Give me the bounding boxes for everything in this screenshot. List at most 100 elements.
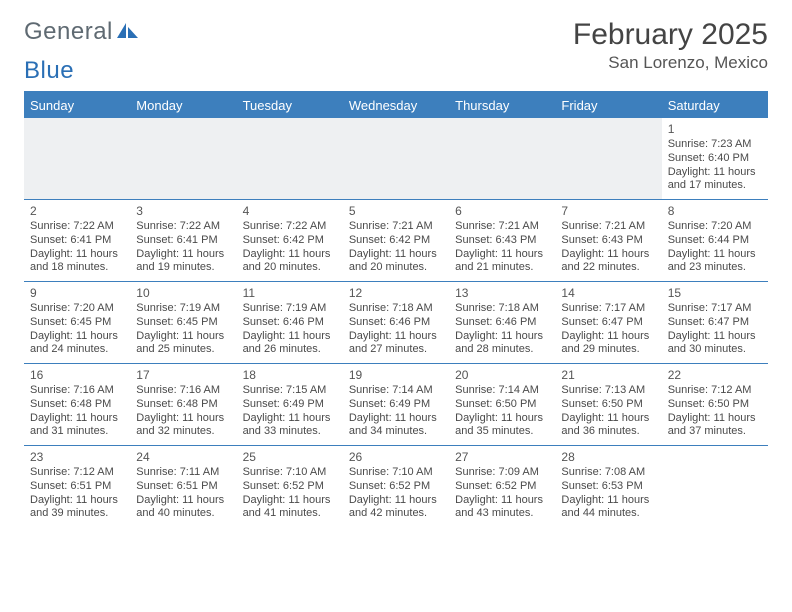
- sunset-text: Sunset: 6:42 PM: [349, 234, 443, 248]
- day-number: 11: [243, 286, 337, 301]
- day-cell: 5Sunrise: 7:21 AMSunset: 6:42 PMDaylight…: [343, 200, 449, 282]
- daylight-text: Daylight: 11 hours and 34 minutes.: [349, 412, 443, 440]
- weekday-monday: Monday: [130, 93, 236, 118]
- sunset-text: Sunset: 6:51 PM: [136, 480, 230, 494]
- day-number: 9: [30, 286, 124, 301]
- sunrise-text: Sunrise: 7:15 AM: [243, 384, 337, 398]
- calendar-header: Sunday Monday Tuesday Wednesday Thursday…: [24, 93, 768, 118]
- day-cell: 28Sunrise: 7:08 AMSunset: 6:53 PMDayligh…: [555, 446, 661, 528]
- sunrise-text: Sunrise: 7:16 AM: [30, 384, 124, 398]
- day-number: 16: [30, 368, 124, 383]
- sunrise-text: Sunrise: 7:10 AM: [243, 466, 337, 480]
- sunrise-text: Sunrise: 7:20 AM: [668, 220, 762, 234]
- day-cell: 20Sunrise: 7:14 AMSunset: 6:50 PMDayligh…: [449, 364, 555, 446]
- week-row: 2Sunrise: 7:22 AMSunset: 6:41 PMDaylight…: [24, 200, 768, 282]
- sunrise-text: Sunrise: 7:10 AM: [349, 466, 443, 480]
- day-cell: [555, 118, 661, 200]
- sunset-text: Sunset: 6:52 PM: [243, 480, 337, 494]
- day-number: 19: [349, 368, 443, 383]
- daylight-text: Daylight: 11 hours and 33 minutes.: [243, 412, 337, 440]
- day-number: 15: [668, 286, 762, 301]
- title-block: February 2025 San Lorenzo, Mexico: [573, 18, 768, 73]
- sunset-text: Sunset: 6:40 PM: [668, 152, 762, 166]
- day-cell: 13Sunrise: 7:18 AMSunset: 6:46 PMDayligh…: [449, 282, 555, 364]
- sunset-text: Sunset: 6:41 PM: [30, 234, 124, 248]
- week-row: 23Sunrise: 7:12 AMSunset: 6:51 PMDayligh…: [24, 446, 768, 528]
- sunset-text: Sunset: 6:48 PM: [30, 398, 124, 412]
- day-cell: 25Sunrise: 7:10 AMSunset: 6:52 PMDayligh…: [237, 446, 343, 528]
- sunrise-text: Sunrise: 7:12 AM: [668, 384, 762, 398]
- day-number: 23: [30, 450, 124, 465]
- day-cell: [449, 118, 555, 200]
- sunrise-text: Sunrise: 7:19 AM: [136, 302, 230, 316]
- day-cell: 10Sunrise: 7:19 AMSunset: 6:45 PMDayligh…: [130, 282, 236, 364]
- weekday-thursday: Thursday: [449, 93, 555, 118]
- day-cell: 17Sunrise: 7:16 AMSunset: 6:48 PMDayligh…: [130, 364, 236, 446]
- day-number: 22: [668, 368, 762, 383]
- day-cell: 19Sunrise: 7:14 AMSunset: 6:49 PMDayligh…: [343, 364, 449, 446]
- location: San Lorenzo, Mexico: [573, 53, 768, 73]
- day-cell: 15Sunrise: 7:17 AMSunset: 6:47 PMDayligh…: [662, 282, 768, 364]
- sunrise-text: Sunrise: 7:19 AM: [243, 302, 337, 316]
- daylight-text: Daylight: 11 hours and 27 minutes.: [349, 330, 443, 358]
- sunrise-text: Sunrise: 7:18 AM: [455, 302, 549, 316]
- day-number: 20: [455, 368, 549, 383]
- day-number: 7: [561, 204, 655, 219]
- sunset-text: Sunset: 6:43 PM: [561, 234, 655, 248]
- logo-text-blue: Blue: [24, 57, 74, 85]
- week-row: 16Sunrise: 7:16 AMSunset: 6:48 PMDayligh…: [24, 364, 768, 446]
- sunset-text: Sunset: 6:44 PM: [668, 234, 762, 248]
- day-cell: 2Sunrise: 7:22 AMSunset: 6:41 PMDaylight…: [24, 200, 130, 282]
- day-cell: 18Sunrise: 7:15 AMSunset: 6:49 PMDayligh…: [237, 364, 343, 446]
- sunset-text: Sunset: 6:53 PM: [561, 480, 655, 494]
- sunrise-text: Sunrise: 7:22 AM: [30, 220, 124, 234]
- day-cell: 24Sunrise: 7:11 AMSunset: 6:51 PMDayligh…: [130, 446, 236, 528]
- sunset-text: Sunset: 6:49 PM: [243, 398, 337, 412]
- daylight-text: Daylight: 11 hours and 32 minutes.: [136, 412, 230, 440]
- sunset-text: Sunset: 6:50 PM: [668, 398, 762, 412]
- daylight-text: Daylight: 11 hours and 19 minutes.: [136, 248, 230, 276]
- sunrise-text: Sunrise: 7:13 AM: [561, 384, 655, 398]
- day-number: 28: [561, 450, 655, 465]
- daylight-text: Daylight: 11 hours and 29 minutes.: [561, 330, 655, 358]
- sunset-text: Sunset: 6:46 PM: [349, 316, 443, 330]
- day-cell: [237, 118, 343, 200]
- daylight-text: Daylight: 11 hours and 43 minutes.: [455, 494, 549, 522]
- sunset-text: Sunset: 6:47 PM: [668, 316, 762, 330]
- day-number: 10: [136, 286, 230, 301]
- day-cell: 12Sunrise: 7:18 AMSunset: 6:46 PMDayligh…: [343, 282, 449, 364]
- daylight-text: Daylight: 11 hours and 24 minutes.: [30, 330, 124, 358]
- weekday-sunday: Sunday: [24, 93, 130, 118]
- sunrise-text: Sunrise: 7:14 AM: [455, 384, 549, 398]
- week-row: 9Sunrise: 7:20 AMSunset: 6:45 PMDaylight…: [24, 282, 768, 364]
- day-cell: 9Sunrise: 7:20 AMSunset: 6:45 PMDaylight…: [24, 282, 130, 364]
- sunrise-text: Sunrise: 7:22 AM: [243, 220, 337, 234]
- daylight-text: Daylight: 11 hours and 37 minutes.: [668, 412, 762, 440]
- day-cell: 8Sunrise: 7:20 AMSunset: 6:44 PMDaylight…: [662, 200, 768, 282]
- sunset-text: Sunset: 6:41 PM: [136, 234, 230, 248]
- sunset-text: Sunset: 6:46 PM: [243, 316, 337, 330]
- month-title: February 2025: [573, 18, 768, 51]
- day-number: 2: [30, 204, 124, 219]
- daylight-text: Daylight: 11 hours and 44 minutes.: [561, 494, 655, 522]
- daylight-text: Daylight: 11 hours and 20 minutes.: [349, 248, 443, 276]
- day-number: 18: [243, 368, 337, 383]
- daylight-text: Daylight: 11 hours and 28 minutes.: [455, 330, 549, 358]
- weekday-row: Sunday Monday Tuesday Wednesday Thursday…: [24, 93, 768, 118]
- sunset-text: Sunset: 6:48 PM: [136, 398, 230, 412]
- page: General February 2025 San Lorenzo, Mexic…: [0, 0, 792, 612]
- sunset-text: Sunset: 6:51 PM: [30, 480, 124, 494]
- sunset-text: Sunset: 6:46 PM: [455, 316, 549, 330]
- sunrise-text: Sunrise: 7:17 AM: [668, 302, 762, 316]
- day-cell: [662, 446, 768, 528]
- day-number: 21: [561, 368, 655, 383]
- logo: General: [24, 18, 141, 46]
- daylight-text: Daylight: 11 hours and 23 minutes.: [668, 248, 762, 276]
- weekday-wednesday: Wednesday: [343, 93, 449, 118]
- sunrise-text: Sunrise: 7:21 AM: [561, 220, 655, 234]
- day-number: 8: [668, 204, 762, 219]
- sunrise-text: Sunrise: 7:12 AM: [30, 466, 124, 480]
- day-cell: 21Sunrise: 7:13 AMSunset: 6:50 PMDayligh…: [555, 364, 661, 446]
- sunset-text: Sunset: 6:52 PM: [349, 480, 443, 494]
- daylight-text: Daylight: 11 hours and 22 minutes.: [561, 248, 655, 276]
